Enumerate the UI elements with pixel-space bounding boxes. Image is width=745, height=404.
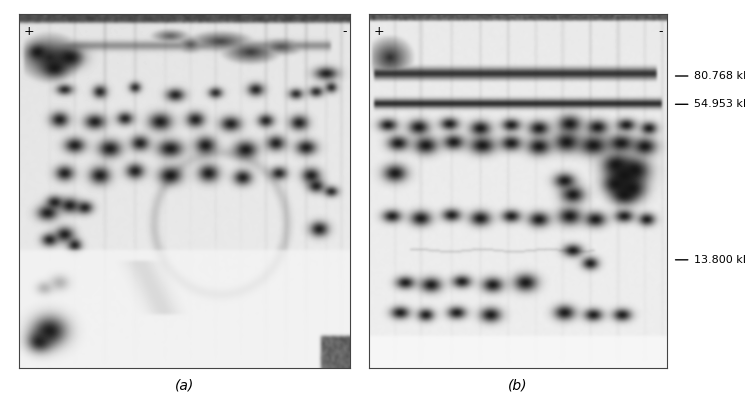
Text: 80.768 kD: 80.768 kD	[694, 71, 745, 81]
Text: -: -	[659, 25, 663, 38]
Text: (a): (a)	[175, 378, 194, 392]
Text: 54.953 kD: 54.953 kD	[694, 99, 745, 109]
Text: +: +	[373, 25, 384, 38]
Text: 13.800 kD: 13.800 kD	[694, 255, 745, 265]
Text: +: +	[23, 25, 34, 38]
Text: (b): (b)	[508, 378, 527, 392]
Text: -: -	[342, 25, 346, 38]
